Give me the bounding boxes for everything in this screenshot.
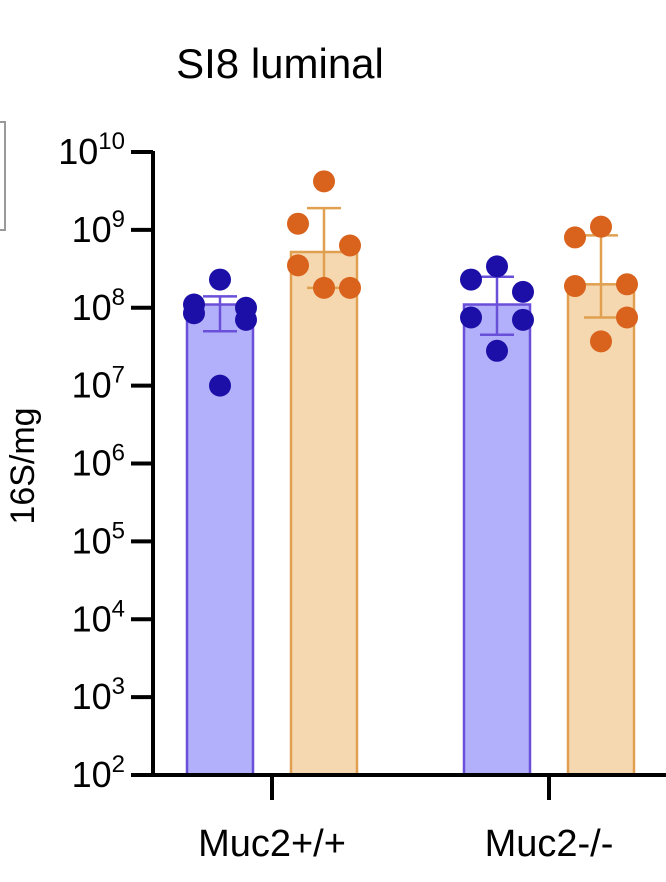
data-point <box>564 226 586 249</box>
data-point <box>287 254 309 277</box>
chart-title: SI8 luminal <box>176 40 384 87</box>
y-tick-label: 105 <box>72 517 125 561</box>
data-point <box>235 308 257 331</box>
data-point <box>590 215 612 238</box>
y-tick-label: 106 <box>72 440 125 484</box>
data-point <box>512 280 534 303</box>
y-tick-label: 104 <box>72 595 125 639</box>
y-tick-label: 107 <box>72 362 125 406</box>
data-point <box>616 306 638 329</box>
bar <box>289 250 359 777</box>
data-point <box>486 255 508 278</box>
y-axis-label: 16S/mg <box>4 407 42 524</box>
x-tick-label: Muc2-/- <box>485 823 614 865</box>
data-point <box>460 306 482 329</box>
bar <box>566 283 636 777</box>
bars-layer <box>185 250 636 777</box>
error-bars-layer <box>203 206 618 337</box>
bar <box>462 303 532 777</box>
data-point <box>486 339 508 362</box>
y-ticks-layer: 102 103 104 105 106 107 108 109 1010 <box>58 128 153 795</box>
data-point <box>616 273 638 296</box>
y-tick-label: 103 <box>72 673 125 717</box>
x-ticks-layer: Muc2+/+ Muc2-/- <box>198 775 613 865</box>
y-tick-label: 109 <box>72 206 125 250</box>
data-point <box>339 276 361 299</box>
cropped-panel-frame <box>0 121 6 231</box>
data-point <box>460 268 482 291</box>
data-point <box>313 276 335 299</box>
y-tick-label: 1010 <box>58 128 125 172</box>
y-tick-label: 102 <box>72 751 125 795</box>
points-layer <box>183 170 638 397</box>
data-point <box>564 275 586 298</box>
x-tick-label: Muc2+/+ <box>198 823 346 865</box>
data-point <box>287 212 309 235</box>
data-point <box>209 268 231 291</box>
y-tick-label: 108 <box>72 284 125 328</box>
data-point <box>183 302 205 325</box>
data-point <box>590 330 612 353</box>
data-point <box>512 308 534 331</box>
data-point <box>313 170 335 193</box>
data-point <box>339 234 361 257</box>
data-point <box>209 374 231 397</box>
